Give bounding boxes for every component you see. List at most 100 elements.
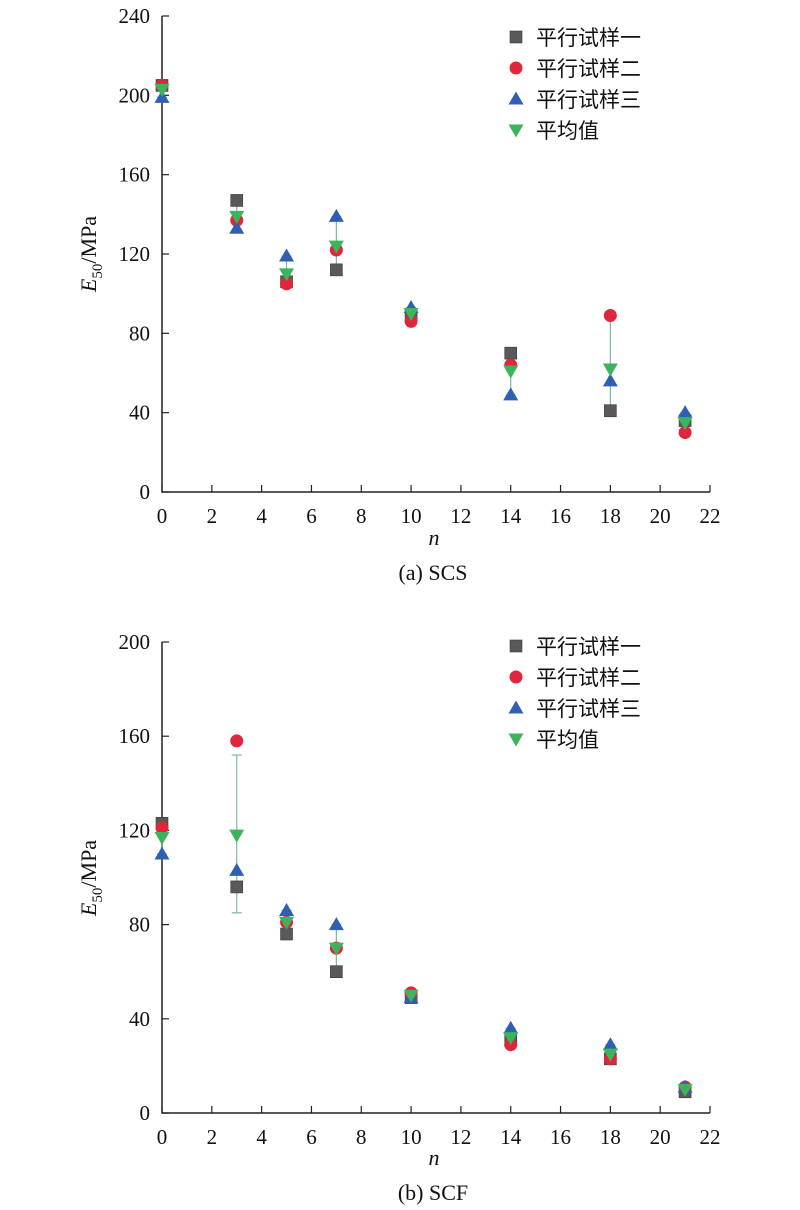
x-tick-label: 16 — [550, 504, 571, 528]
data-point-triangle-up — [602, 373, 618, 387]
data-point-triangle-up — [602, 1037, 618, 1051]
data-point-triangle-down — [328, 942, 344, 956]
data-point-triangle-up — [503, 1020, 519, 1034]
chart-panel-scs: 0 40 80 120 160 200 240 0 2 4 6 8 10 12 14 16 18 20 22 n E50… — [76, 4, 721, 585]
data-point-square — [604, 404, 617, 417]
x-tick-label: 0 — [157, 504, 168, 528]
x-tick-label: 10 — [401, 1125, 422, 1149]
legend-label: 平行试样二 — [536, 57, 641, 81]
x-tick-label: 6 — [306, 1125, 317, 1149]
data-point-square — [330, 263, 343, 277]
data-point-triangle-down — [154, 83, 170, 97]
y-tick-label: 40 — [129, 1007, 150, 1031]
legend-label: 平均值 — [536, 119, 599, 143]
x-tick-label: 14 — [500, 1125, 522, 1149]
data-point-triangle-down — [403, 989, 419, 1003]
y-axis-title-symbol: E — [76, 902, 101, 917]
data-point-triangle-down — [677, 1083, 693, 1097]
y-tick-label: 40 — [129, 401, 150, 425]
data-point-square — [330, 965, 343, 979]
data-point-triangle-up — [229, 220, 245, 234]
data-point-triangle-up — [279, 902, 295, 916]
legend-label: 平行试样三 — [536, 697, 641, 721]
legend-marker-square — [509, 30, 523, 44]
x-tick-label: 6 — [306, 504, 317, 528]
legend-marker-triangle-up — [508, 91, 524, 105]
data-point-square — [230, 194, 244, 207]
x-tick-label: 16 — [550, 1125, 571, 1149]
data-point-circle — [230, 734, 244, 748]
y-axis-title: E50/MPa — [76, 840, 106, 917]
y-tick-label: 200 — [119, 83, 151, 107]
x-tick-label: 12 — [450, 504, 471, 528]
x-axis-title: n — [429, 525, 440, 550]
figure-caption: (b) SCF — [398, 1180, 468, 1205]
data-point-circle — [155, 821, 169, 835]
y-axis-title-unit: /MPa — [76, 216, 101, 264]
y-axis-title-subscript: 50 — [90, 264, 106, 279]
data-point-triangle-up — [229, 862, 245, 876]
x-tick-label: 22 — [700, 1125, 721, 1149]
legend-label: 平行试样二 — [536, 666, 641, 690]
y-tick-label: 80 — [129, 913, 150, 937]
legend-marker-triangle-up — [508, 700, 524, 714]
chart-panel-scf: 0 40 80 120 160 200 0 2 4 6 8 10 12 14 16 18 20 22 n E50/MP… — [76, 630, 721, 1205]
x-tick-label: 2 — [207, 504, 218, 528]
x-tick-label: 12 — [450, 1125, 471, 1149]
legend-marker-circle — [509, 670, 523, 684]
y-tick-label: 0 — [140, 480, 151, 504]
data-point-triangle-down — [279, 916, 295, 930]
x-tick-label: 10 — [401, 504, 422, 528]
x-tick-label: 18 — [600, 504, 621, 528]
x-tick-label: 22 — [700, 504, 721, 528]
x-tick-label: 20 — [650, 504, 671, 528]
y-tick-label: 80 — [129, 321, 150, 345]
x-tick-label: 0 — [157, 1125, 168, 1149]
y-axis-title-symbol: E — [76, 278, 101, 293]
data-point-triangle-up — [677, 405, 693, 419]
data-point-triangle-down — [503, 365, 519, 379]
y-tick-label: 120 — [119, 242, 151, 266]
data-point-triangle-down — [677, 417, 693, 431]
y-tick-label: 160 — [119, 163, 151, 187]
data-point-circle — [678, 426, 692, 439]
data-point-triangle-down — [229, 829, 245, 843]
x-tick-label: 14 — [500, 504, 522, 528]
data-point-triangle-up — [328, 917, 344, 931]
legend-label: 平行试样一 — [536, 635, 641, 659]
data-point-triangle-up — [154, 846, 170, 860]
data-point-circle — [404, 314, 418, 328]
data-point-square — [280, 927, 293, 941]
y-axis-title-unit: /MPa — [76, 840, 101, 888]
data-point-triangle-up — [503, 387, 519, 401]
x-tick-label: 8 — [356, 1125, 367, 1149]
figure-caption: (a) SCS — [398, 560, 467, 585]
data-point-circle — [280, 277, 294, 291]
data-point-square — [504, 346, 518, 360]
legend-label: 平行试样一 — [536, 26, 641, 50]
y-tick-label: 240 — [119, 4, 151, 28]
y-tick-label: 0 — [140, 1101, 151, 1125]
data-point-triangle-down — [154, 831, 170, 845]
x-tick-label: 2 — [207, 1125, 218, 1149]
data-point-triangle-down — [602, 1048, 618, 1062]
legend-marker-circle — [509, 61, 523, 75]
x-tick-label: 4 — [256, 1125, 267, 1149]
data-point-triangle-up — [279, 248, 295, 262]
legend-marker-triangle-down — [508, 124, 524, 138]
y-axis-title: E50/MPa — [76, 216, 106, 293]
y-tick-label: 160 — [119, 724, 151, 748]
legend-marker-triangle-down — [508, 733, 524, 747]
data-point-triangle-down — [229, 210, 245, 224]
data-point-triangle-down — [503, 1032, 519, 1046]
data-point-triangle-down — [328, 240, 344, 254]
data-point-triangle-down — [279, 268, 295, 282]
data-point-triangle-down — [403, 308, 419, 321]
data-point-triangle-up — [328, 208, 344, 222]
legend-label: 平均值 — [536, 728, 599, 752]
x-tick-label: 8 — [356, 504, 367, 528]
y-tick-label: 120 — [119, 818, 151, 842]
data-point-square — [230, 880, 244, 894]
legend-label: 平行试样三 — [536, 88, 641, 112]
